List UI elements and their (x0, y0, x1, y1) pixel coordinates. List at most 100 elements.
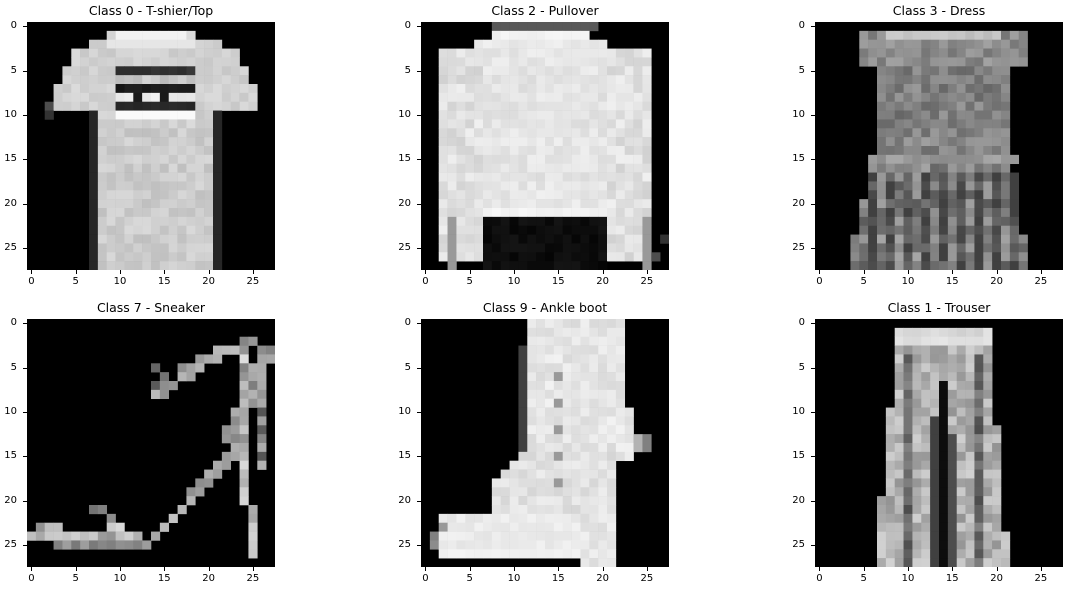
y-tick-label: 5 (10, 361, 17, 373)
pixel-cell (642, 434, 652, 444)
pixel-cell (106, 172, 116, 182)
x-tick-mark (558, 270, 560, 274)
pixel-cell (921, 416, 931, 426)
pixel-cell (518, 92, 528, 103)
pixel-cell (571, 92, 581, 103)
pixel-cell (1018, 234, 1028, 244)
pixel-cell (580, 199, 590, 209)
pixel-cell (965, 48, 975, 58)
pixel-cell (850, 243, 860, 253)
pixel-cell (903, 30, 913, 41)
pixel-cell (97, 84, 108, 94)
pixel-cell (527, 549, 537, 559)
pixel-cell (447, 101, 457, 111)
pixel-cell (509, 208, 519, 218)
pixel-cell (447, 154, 457, 165)
pixel-cell (589, 443, 599, 453)
pixel-cell (642, 101, 652, 111)
pixel-cell (204, 225, 214, 235)
x-tick-label: 15 (157, 276, 171, 287)
pixel-cell (1018, 30, 1028, 41)
pixel-cell (965, 181, 975, 191)
y-tick-mark (23, 323, 27, 325)
pixel-cell (106, 92, 116, 103)
pixel-cell (642, 190, 652, 200)
pixel-cell (983, 363, 993, 373)
pixel-cell (903, 137, 913, 147)
pixel-cell (562, 22, 572, 32)
pixel-cell (624, 75, 634, 85)
pixel-cell (921, 407, 931, 417)
pixel-cell (956, 549, 966, 559)
pixel-cell (483, 190, 493, 200)
pixel-cell (89, 234, 99, 244)
pixel-cell (956, 110, 966, 120)
pixel-cell (947, 66, 958, 76)
pixel-cell (624, 434, 634, 444)
pixel-cell (983, 389, 993, 400)
pixel-cell (580, 137, 590, 147)
pixel-cell (545, 261, 555, 270)
pixel-cell (939, 478, 949, 488)
pixel-cell (912, 327, 922, 338)
pixel-cell (536, 216, 546, 227)
pixel-cell (553, 154, 564, 165)
pixel-cell (545, 101, 555, 111)
pixel-cell (624, 190, 634, 200)
pixel-cell (894, 146, 904, 156)
pixel-cell (894, 398, 904, 408)
pixel-cell (912, 75, 922, 85)
pixel-cell (491, 154, 502, 165)
pixel-cell (483, 531, 493, 541)
pixel-cell (106, 163, 116, 173)
pixel-cell (885, 243, 896, 253)
pixel-cell (894, 110, 904, 120)
pixel-cell (257, 354, 267, 364)
pixel-cell (894, 451, 904, 462)
pixel-cell (580, 22, 590, 32)
pixel-cell (1001, 252, 1011, 262)
x-tick-mark (208, 270, 210, 274)
pixel-cell (133, 540, 143, 550)
pixel-cell (159, 66, 170, 76)
pixel-cell (930, 451, 940, 462)
pixel-cell (213, 243, 223, 253)
pixel-cell (598, 66, 608, 76)
pixel-image (850, 30, 1028, 270)
pixel-cell (571, 407, 581, 417)
pixel-cell (195, 243, 205, 253)
pixel-cell (465, 252, 475, 262)
pixel-cell (965, 163, 975, 173)
pixel-cell (518, 66, 528, 76)
pixel-cell (115, 84, 125, 94)
pixel-cell (518, 48, 528, 58)
pixel-cell (651, 252, 661, 262)
y-tick-label: 15 (398, 450, 411, 462)
pixel-cell (589, 425, 599, 435)
pixel-cell (589, 513, 599, 524)
pixel-cell (553, 434, 564, 444)
pixel-cell (527, 531, 537, 541)
pixel-cell (633, 234, 643, 244)
pixel-cell (230, 443, 240, 453)
pixel-cell (124, 216, 134, 227)
pixel-cell (151, 243, 161, 253)
pixel-cell (106, 540, 116, 550)
pixel-cell (903, 451, 913, 462)
pixel-cell (580, 522, 590, 532)
pixel-cell (133, 225, 143, 235)
pixel-cell (903, 92, 913, 103)
pixel-cell (974, 75, 984, 85)
pixel-cell (903, 478, 913, 488)
pixel-cell (465, 199, 475, 209)
pixel-cell (239, 84, 249, 94)
pixel-cell (956, 163, 966, 173)
pixel-cell (491, 522, 502, 532)
pixel-cell (151, 30, 161, 41)
pixel-cell (885, 261, 896, 270)
pixel-cell (974, 84, 984, 94)
pixel-cell (571, 549, 581, 559)
pixel-cell (553, 243, 564, 253)
pixel-cell (930, 416, 940, 426)
pixel-cell (168, 84, 178, 94)
